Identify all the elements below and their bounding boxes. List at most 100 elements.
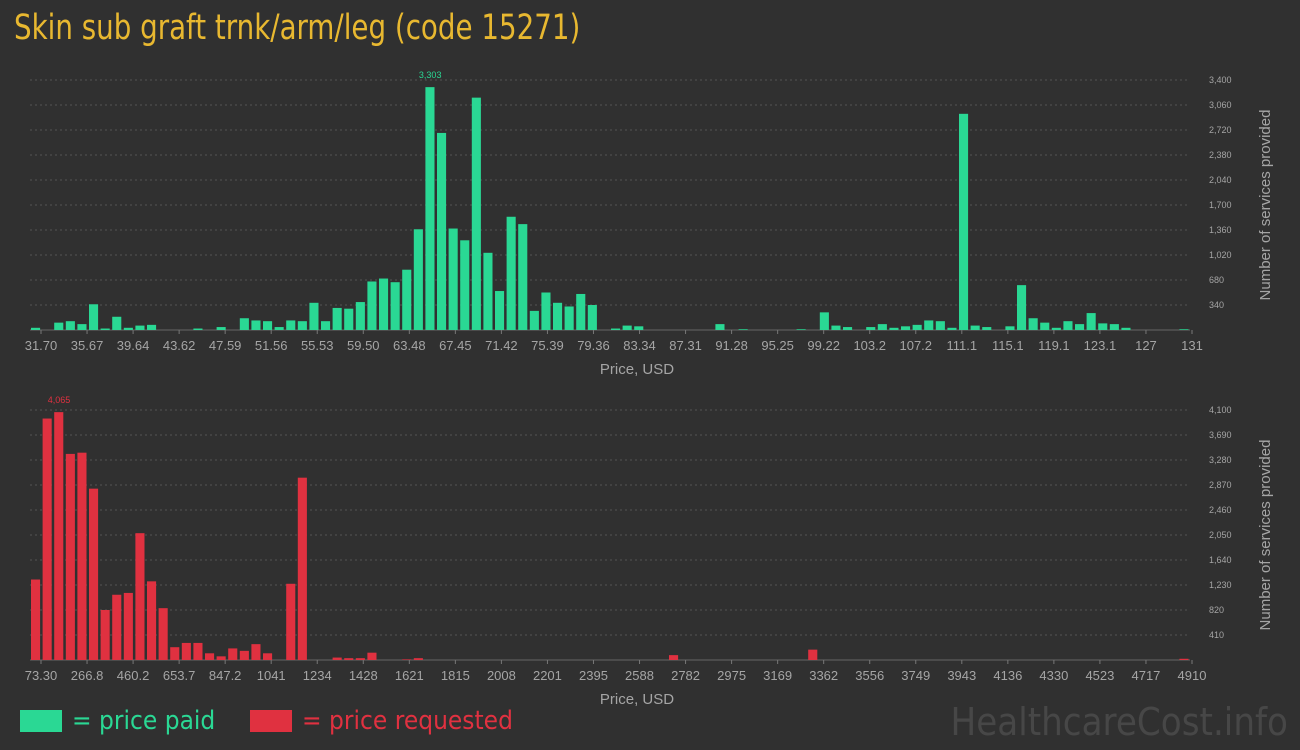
paid-x-tick-label: 55.53 [301, 338, 334, 353]
paid-x-tick-label: 79.36 [577, 338, 610, 353]
paid-x-tick-label: 71.42 [485, 338, 518, 353]
requested-bar [228, 648, 238, 660]
requested-x-axis-label: Price, USD [600, 691, 674, 708]
requested-y-tick-label: 820 [1209, 605, 1224, 615]
paid-bar [1005, 326, 1015, 330]
paid-bar [924, 320, 934, 330]
paid-bar [831, 325, 841, 330]
paid-x-tick-label: 43.62 [163, 338, 196, 353]
paid-y-tick-label: 1,360 [1209, 225, 1232, 235]
paid-bar [1109, 324, 1119, 330]
requested-y-tick-label: 2,870 [1209, 480, 1232, 490]
requested-x-tick-label: 1041 [257, 668, 286, 683]
requested-x-tick-label: 4523 [1085, 668, 1114, 683]
paid-bar [54, 322, 64, 330]
paid-bar [309, 302, 319, 330]
paid-x-tick-label: 119.1 [1038, 338, 1070, 353]
legend-swatch-paid [20, 710, 62, 732]
paid-bar [796, 329, 806, 330]
paid-bar [947, 327, 957, 330]
paid-x-tick-label: 95.25 [761, 338, 794, 353]
requested-x-tick-label: 4717 [1131, 668, 1160, 683]
requested-x-tick-label: 2782 [671, 668, 700, 683]
paid-bar [448, 228, 458, 330]
paid-bar [437, 132, 447, 330]
paid-bar [819, 312, 829, 330]
paid-y-tick-label: 340 [1209, 300, 1224, 310]
paid-bar [332, 307, 342, 330]
requested-y-tick-label: 2,050 [1209, 530, 1232, 540]
paid-bar [471, 97, 481, 330]
paid-bar [843, 327, 853, 330]
paid-bar [123, 327, 133, 330]
requested-x-tick-label: 4136 [993, 668, 1022, 683]
paid-bar [251, 320, 261, 330]
paid-x-tick-label: 35.67 [71, 338, 104, 353]
paid-bar [866, 327, 876, 330]
requested-bar [413, 658, 423, 660]
legend-label-paid: = price paid [72, 706, 216, 736]
paid-bar [1098, 323, 1108, 330]
paid-x-tick-label: 87.31 [669, 338, 702, 353]
legend-price-requested: = price requested [250, 706, 536, 736]
requested-bar [367, 652, 377, 660]
paid-peak-label: 3,303 [419, 70, 442, 80]
paid-bar [576, 293, 586, 330]
paid-bar [1086, 313, 1096, 330]
paid-y-tick-label: 3,400 [1209, 75, 1232, 85]
requested-x-tick-label: 3943 [947, 668, 976, 683]
price-requested-chart: 410 820 1,230 1,640 2,050 2,460 2,870 3,280 3,69… [25, 395, 1274, 708]
paid-x-tick-label: 99.22 [807, 338, 840, 353]
requested-y-tick-label: 410 [1209, 630, 1224, 640]
requested-x-tick-label: 4910 [1178, 668, 1207, 683]
paid-bar [1028, 318, 1038, 330]
paid-y-tick-label: 2,720 [1209, 125, 1232, 135]
requested-x-tick-label: 2975 [717, 668, 746, 683]
requested-bar [1179, 658, 1189, 660]
paid-bar [77, 324, 87, 330]
paid-x-tick-label: 115.1 [992, 338, 1024, 353]
paid-bar [379, 278, 389, 330]
paid-bar [506, 216, 516, 330]
requested-y-tick-label: 2,460 [1209, 505, 1232, 515]
requested-bar [193, 642, 203, 660]
paid-x-tick-label: 111.1 [946, 338, 977, 353]
paid-x-tick-label: 107.2 [899, 338, 932, 353]
requested-bar [263, 653, 273, 660]
requested-y-tick-label: 3,280 [1209, 455, 1232, 465]
requested-bar [112, 594, 122, 660]
paid-x-tick-label: 39.64 [117, 338, 150, 353]
requested-peak-label: 4,065 [48, 395, 71, 405]
requested-bar [669, 655, 679, 660]
paid-bar [935, 321, 945, 330]
paid-bar [970, 325, 980, 330]
requested-x-tick-label: 1621 [395, 668, 424, 683]
paid-y-tick-label: 1,020 [1209, 250, 1232, 260]
paid-bar [390, 282, 400, 330]
requested-bar [286, 583, 296, 660]
requested-y-tick-label: 3,690 [1209, 430, 1232, 440]
requested-x-tick-label: 653.7 [163, 668, 196, 683]
requested-bar [251, 644, 261, 660]
requested-x-tick-label: 2008 [487, 668, 516, 683]
paid-bar [1063, 321, 1073, 330]
requested-bar [65, 453, 75, 660]
paid-y-tick-label: 3,060 [1209, 100, 1232, 110]
requested-bar [42, 418, 52, 660]
paid-x-tick-label: 103.2 [853, 338, 886, 353]
paid-x-tick-label: 123.1 [1084, 338, 1117, 353]
requested-bar [181, 642, 191, 660]
paid-bar [1040, 322, 1050, 330]
paid-bar [553, 302, 563, 330]
requested-y-tick-label: 1,230 [1209, 580, 1232, 590]
requested-bar [54, 412, 64, 660]
requested-x-tick-label: 3362 [809, 668, 838, 683]
requested-x-tick-label: 3749 [901, 668, 930, 683]
requested-bar [147, 581, 157, 660]
paid-bar [367, 281, 377, 330]
paid-bar [587, 305, 597, 330]
paid-bar [147, 324, 157, 330]
requested-bar [100, 610, 110, 660]
paid-bar [889, 327, 899, 330]
paid-bar [1017, 285, 1027, 330]
